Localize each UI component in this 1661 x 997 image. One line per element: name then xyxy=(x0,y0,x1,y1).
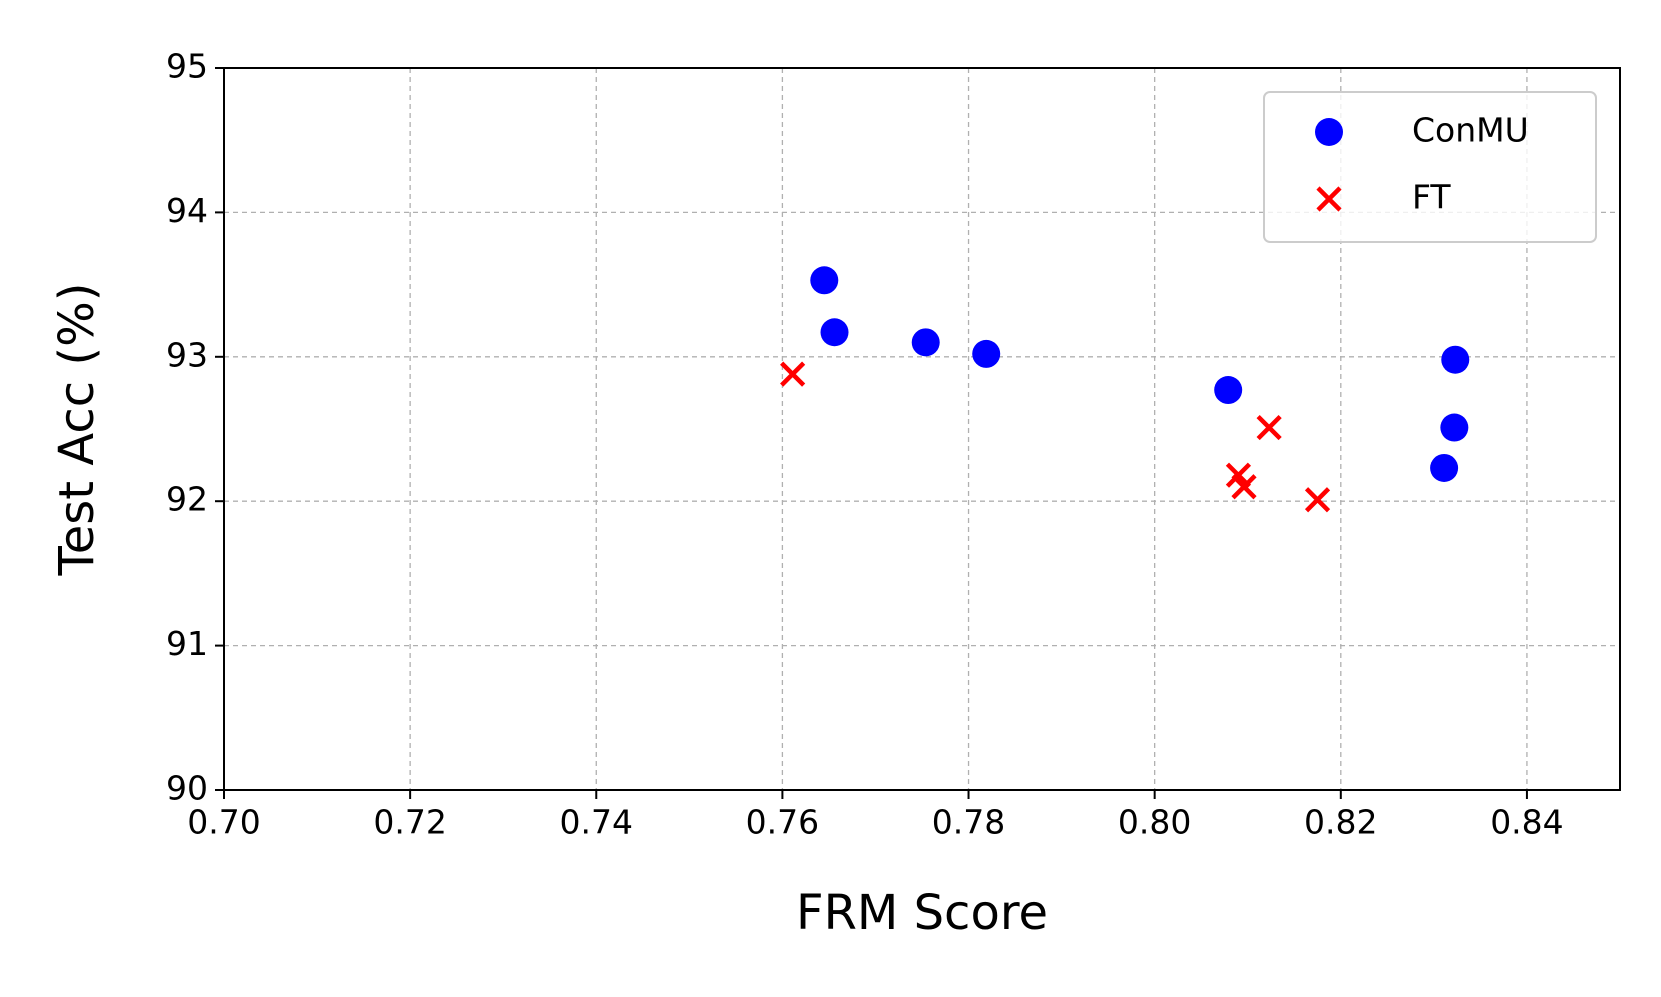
y-tick-label: 95 xyxy=(166,47,208,86)
legend-label: ConMU xyxy=(1412,111,1529,150)
data-point xyxy=(810,266,839,295)
data-point xyxy=(1231,474,1257,500)
legend-marker xyxy=(1315,118,1343,146)
y-tick-label: 91 xyxy=(166,624,208,663)
y-tick-label: 90 xyxy=(166,769,208,808)
cross-stroke xyxy=(1231,474,1257,500)
plot-frame xyxy=(223,67,1621,791)
y-axis-label: Test Acc (%) xyxy=(49,283,105,577)
x-tick-label: 0.76 xyxy=(746,803,819,842)
data-point xyxy=(1440,413,1469,442)
data-point xyxy=(972,339,1001,368)
cross-stroke xyxy=(1304,487,1331,513)
data-point xyxy=(1214,376,1243,405)
data-point xyxy=(780,361,806,387)
data-point xyxy=(820,318,849,347)
data-point xyxy=(1256,414,1282,441)
x-tick-label: 0.84 xyxy=(1490,803,1563,842)
y-tick-label: 94 xyxy=(166,191,208,230)
y-tick-label: 92 xyxy=(166,480,208,519)
data-point xyxy=(1304,487,1331,513)
x-tick-label: 0.70 xyxy=(187,803,260,842)
x-tick-label: 0.74 xyxy=(560,803,633,842)
cross-stroke xyxy=(780,361,806,387)
legend-label: FT xyxy=(1412,178,1451,217)
cross-stroke xyxy=(1316,186,1342,212)
cross-stroke xyxy=(1256,414,1282,441)
legend-box xyxy=(1263,91,1597,243)
data-point xyxy=(911,328,940,357)
data-point xyxy=(1441,345,1470,374)
data-point xyxy=(1430,453,1459,482)
x-tick-label: 0.78 xyxy=(932,803,1005,842)
y-tick-label: 93 xyxy=(166,335,208,374)
x-tick-label: 0.72 xyxy=(373,803,446,842)
x-axis-label: FRM Score xyxy=(796,885,1048,941)
x-tick-label: 0.80 xyxy=(1118,803,1191,842)
legend-marker xyxy=(1316,186,1342,212)
x-tick-label: 0.82 xyxy=(1304,803,1377,842)
